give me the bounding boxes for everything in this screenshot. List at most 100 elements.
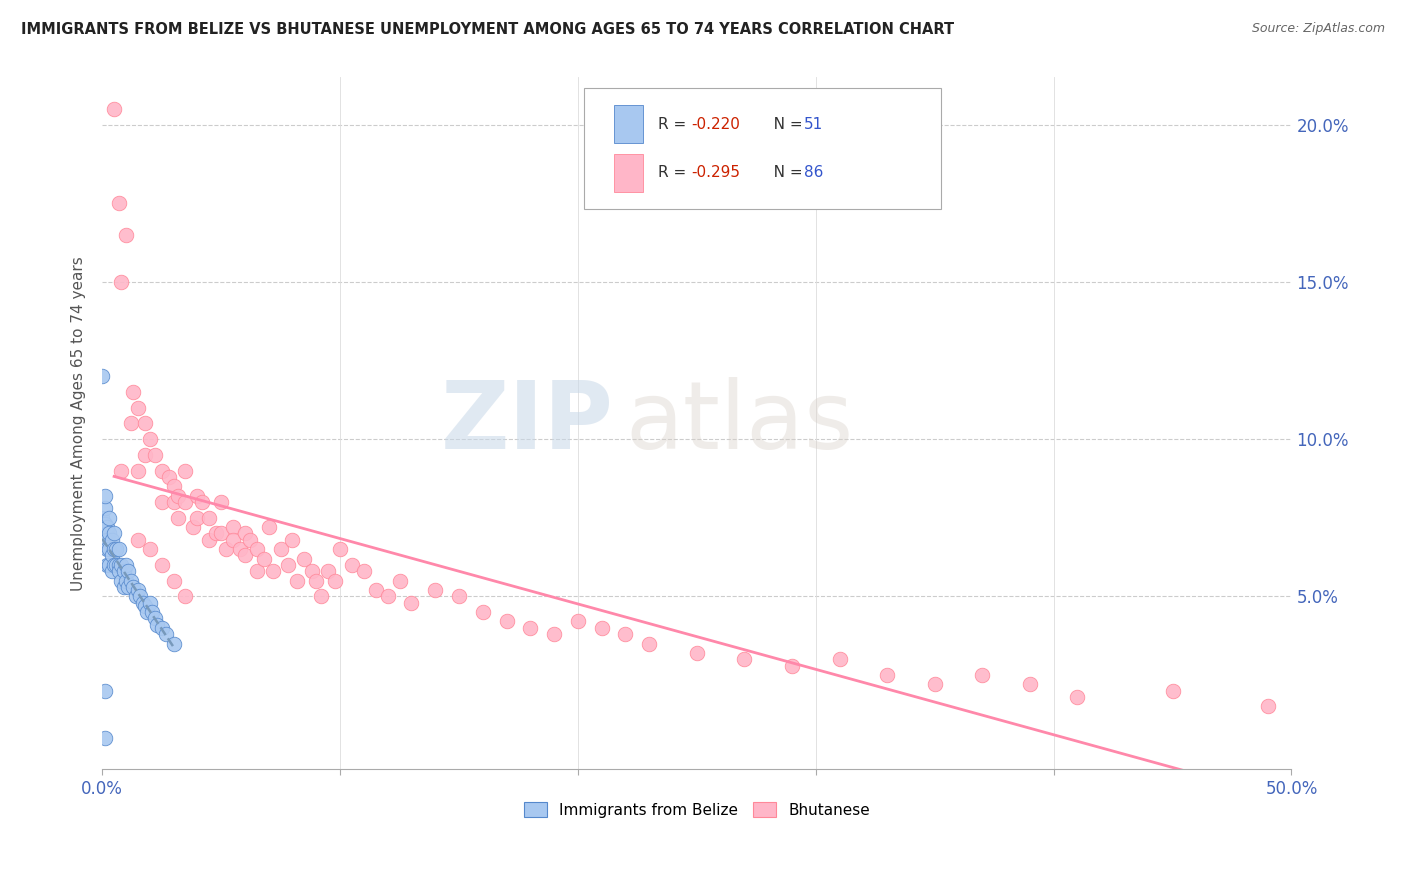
Point — [174, 590, 197, 604]
Text: -0.220: -0.220 — [690, 117, 740, 132]
Point — [108, 558, 131, 572]
Point — [1018, 677, 1040, 691]
Text: R =: R = — [658, 117, 690, 132]
Point — [401, 596, 423, 610]
Text: -0.295: -0.295 — [690, 165, 740, 180]
Point — [100, 533, 122, 547]
Point — [828, 652, 851, 666]
Point — [309, 590, 332, 604]
Point — [96, 526, 118, 541]
Point — [127, 401, 149, 415]
Point — [262, 564, 284, 578]
Point — [301, 564, 323, 578]
Point — [105, 542, 128, 557]
Point — [174, 464, 197, 478]
Point — [98, 526, 121, 541]
Point — [146, 617, 169, 632]
Point — [733, 652, 755, 666]
Point — [876, 668, 898, 682]
Point — [127, 533, 149, 547]
Point — [209, 495, 232, 509]
Point — [614, 627, 637, 641]
Point — [157, 470, 180, 484]
Point — [1066, 690, 1088, 704]
Point — [292, 551, 315, 566]
Point — [100, 549, 122, 563]
Point — [1161, 683, 1184, 698]
Point — [205, 526, 228, 541]
Point — [93, 489, 115, 503]
Point — [131, 596, 153, 610]
Point — [215, 542, 238, 557]
Point — [108, 564, 131, 578]
Point — [143, 611, 166, 625]
Point — [257, 520, 280, 534]
Point — [93, 731, 115, 745]
Point — [120, 417, 142, 431]
Point — [91, 369, 114, 384]
Point — [162, 636, 184, 650]
Point — [305, 574, 328, 588]
Point — [110, 464, 132, 478]
Point — [117, 580, 139, 594]
Point — [388, 574, 411, 588]
Point — [143, 448, 166, 462]
Point — [233, 549, 256, 563]
Point — [115, 574, 138, 588]
Text: N =: N = — [759, 165, 807, 180]
Text: N =: N = — [759, 117, 807, 132]
Point — [591, 621, 613, 635]
Point — [93, 516, 115, 531]
Point — [186, 489, 208, 503]
Text: IMMIGRANTS FROM BELIZE VS BHUTANESE UNEMPLOYMENT AMONG AGES 65 TO 74 YEARS CORRE: IMMIGRANTS FROM BELIZE VS BHUTANESE UNEM… — [21, 22, 955, 37]
Text: R =: R = — [658, 165, 690, 180]
FancyBboxPatch shape — [583, 87, 941, 209]
Point — [181, 520, 204, 534]
Point — [98, 542, 121, 557]
Point — [115, 227, 138, 242]
Point — [127, 582, 149, 597]
Point — [124, 590, 146, 604]
Point — [139, 596, 162, 610]
Point — [246, 542, 269, 557]
Point — [150, 464, 173, 478]
Point — [353, 564, 375, 578]
Point — [686, 646, 709, 660]
Point — [134, 599, 156, 613]
Point — [96, 520, 118, 534]
Point — [198, 510, 221, 524]
Point — [222, 533, 245, 547]
Point — [447, 590, 470, 604]
Point — [150, 495, 173, 509]
Point — [139, 432, 162, 446]
Point — [122, 384, 145, 399]
Point — [108, 196, 131, 211]
Point — [120, 574, 142, 588]
Legend: Immigrants from Belize, Bhutanese: Immigrants from Belize, Bhutanese — [517, 796, 876, 824]
Point — [174, 495, 197, 509]
Point — [122, 580, 145, 594]
Point — [270, 542, 292, 557]
Point — [209, 526, 232, 541]
Text: atlas: atlas — [626, 377, 853, 469]
Point — [141, 605, 163, 619]
Point — [150, 558, 173, 572]
Point — [136, 605, 159, 619]
Text: 86: 86 — [804, 165, 824, 180]
Point — [162, 479, 184, 493]
Point — [323, 574, 346, 588]
Point — [127, 464, 149, 478]
Point — [191, 495, 214, 509]
Point — [186, 510, 208, 524]
Point — [281, 533, 304, 547]
Point — [167, 510, 190, 524]
Point — [91, 510, 114, 524]
Point — [117, 564, 139, 578]
Point — [139, 542, 162, 557]
Point — [1257, 699, 1279, 714]
Point — [567, 615, 589, 629]
Point — [198, 533, 221, 547]
Point — [638, 636, 661, 650]
Bar — [613, 153, 644, 192]
Point — [110, 558, 132, 572]
